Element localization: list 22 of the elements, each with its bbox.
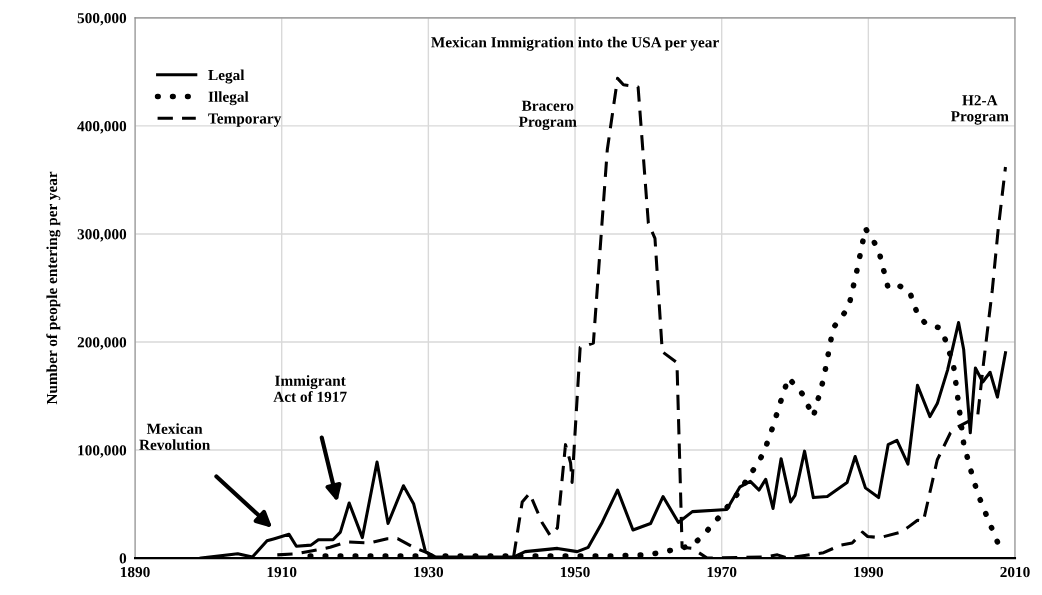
annotation: Mexican Revolution (139, 423, 211, 451)
x-tick-label: 1950 (560, 566, 590, 578)
annotation: Bracero Program (518, 100, 577, 131)
y-axis-title: Number of people entering per year (46, 171, 61, 405)
y-tick-label: 0 (119, 553, 127, 564)
x-tick-label: 2010 (1000, 566, 1030, 578)
x-tick-label: 1930 (414, 566, 444, 578)
annotation: H2-A Program (950, 95, 1009, 125)
y-tick-label: 300,000 (77, 229, 127, 242)
x-tick-label: 1990 (854, 566, 884, 578)
legend-label: Legal (208, 69, 245, 84)
y-tick-label: 500,000 (77, 12, 127, 26)
legend-label: Temporary (208, 113, 282, 127)
x-tick-label: 1970 (707, 566, 737, 578)
annotation: Immigrant Act of 1917 (273, 375, 347, 402)
y-tick-label: 200,000 (77, 337, 127, 350)
y-tick-label: 100,000 (78, 445, 127, 458)
text: Mexican Immigration into the USA per year (431, 36, 719, 51)
y-tick-label: 400,000 (77, 121, 127, 134)
x-tick-label: 1910 (267, 566, 297, 578)
legend-label: Illegal (208, 91, 249, 106)
x-tick-label: 1890 (120, 566, 150, 578)
